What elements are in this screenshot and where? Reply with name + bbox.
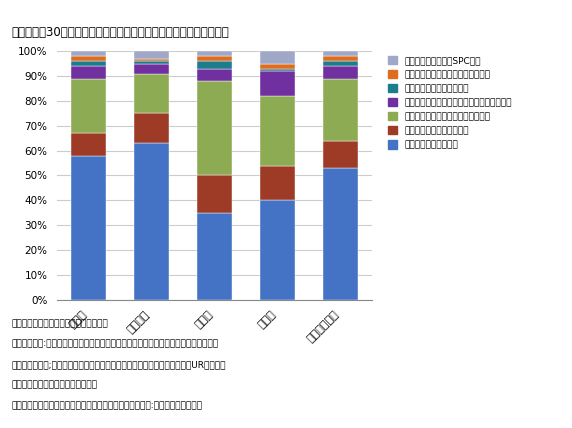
Bar — [134, 64, 169, 74]
Bar — [260, 69, 295, 71]
Bar — [323, 141, 358, 168]
Bar — [134, 113, 169, 143]
Bar — [72, 56, 106, 61]
Bar — [134, 143, 169, 300]
Text: 居室数上位30社が運営する高齢者住宅の所有者構成（件数ベース）: 居室数上位30社が運営する高齢者住宅の所有者構成（件数ベース） — [11, 26, 229, 39]
Bar — [134, 51, 169, 59]
Text: 注４）オペレーターにはグループ会社含む　　注５）小型:居室数２０～４９室: 注４）オペレーターにはグループ会社含む 注５）小型:居室数２０～４９室 — [11, 401, 202, 410]
Bar — [323, 61, 358, 66]
Bar — [260, 71, 295, 96]
Bar — [260, 96, 295, 166]
Bar — [134, 61, 169, 64]
Bar — [72, 133, 106, 156]
Bar — [323, 168, 358, 300]
Bar — [323, 66, 358, 79]
Bar — [134, 74, 169, 113]
Bar — [72, 61, 106, 66]
Bar — [323, 51, 358, 56]
Bar — [323, 79, 358, 141]
Bar — [197, 213, 232, 300]
Bar — [134, 59, 169, 61]
Bar — [260, 51, 295, 64]
Bar — [260, 166, 295, 200]
Bar — [72, 66, 106, 79]
Bar — [72, 79, 106, 133]
Text: 出所）三井住友トラスト基礎研究所作成: 出所）三井住友トラスト基礎研究所作成 — [11, 319, 108, 328]
Text: 注１）居室数:有料老人ホーム、サービス付き高齢者向け住宅、グループホームの合計: 注１）居室数:有料老人ホーム、サービス付き高齢者向け住宅、グループホームの合計 — [11, 339, 219, 348]
Bar — [197, 51, 232, 56]
Bar — [197, 61, 232, 69]
Bar — [197, 175, 232, 213]
Bar — [260, 64, 295, 69]
Bar — [197, 69, 232, 81]
Bar — [197, 56, 232, 61]
Text: 注３）個人には、資産管理会社含む: 注３）個人には、資産管理会社含む — [11, 380, 97, 389]
Bar — [323, 56, 358, 61]
Bar — [72, 156, 106, 300]
Bar — [260, 200, 295, 300]
Bar — [72, 51, 106, 56]
Bar — [197, 81, 232, 175]
Text: 注２）公的主体;自治体、医療法人、社会福祉法人、宗教法人、学校法人、UR、公社等: 注２）公的主体;自治体、医療法人、社会福祉法人、宗教法人、学校法人、UR、公社等 — [11, 360, 226, 369]
Legend: 証券化（ファンド・SPC等）, 土地・建物　他（いずれも非個人）, 土地・建物　共に公的主体, 土地・建物　共に一般法人（オペレーター）, 土地・建物　共に一般: 証券化（ファンド・SPC等）, 土地・建物 他（いずれも非個人）, 土地・建物 … — [388, 56, 511, 150]
